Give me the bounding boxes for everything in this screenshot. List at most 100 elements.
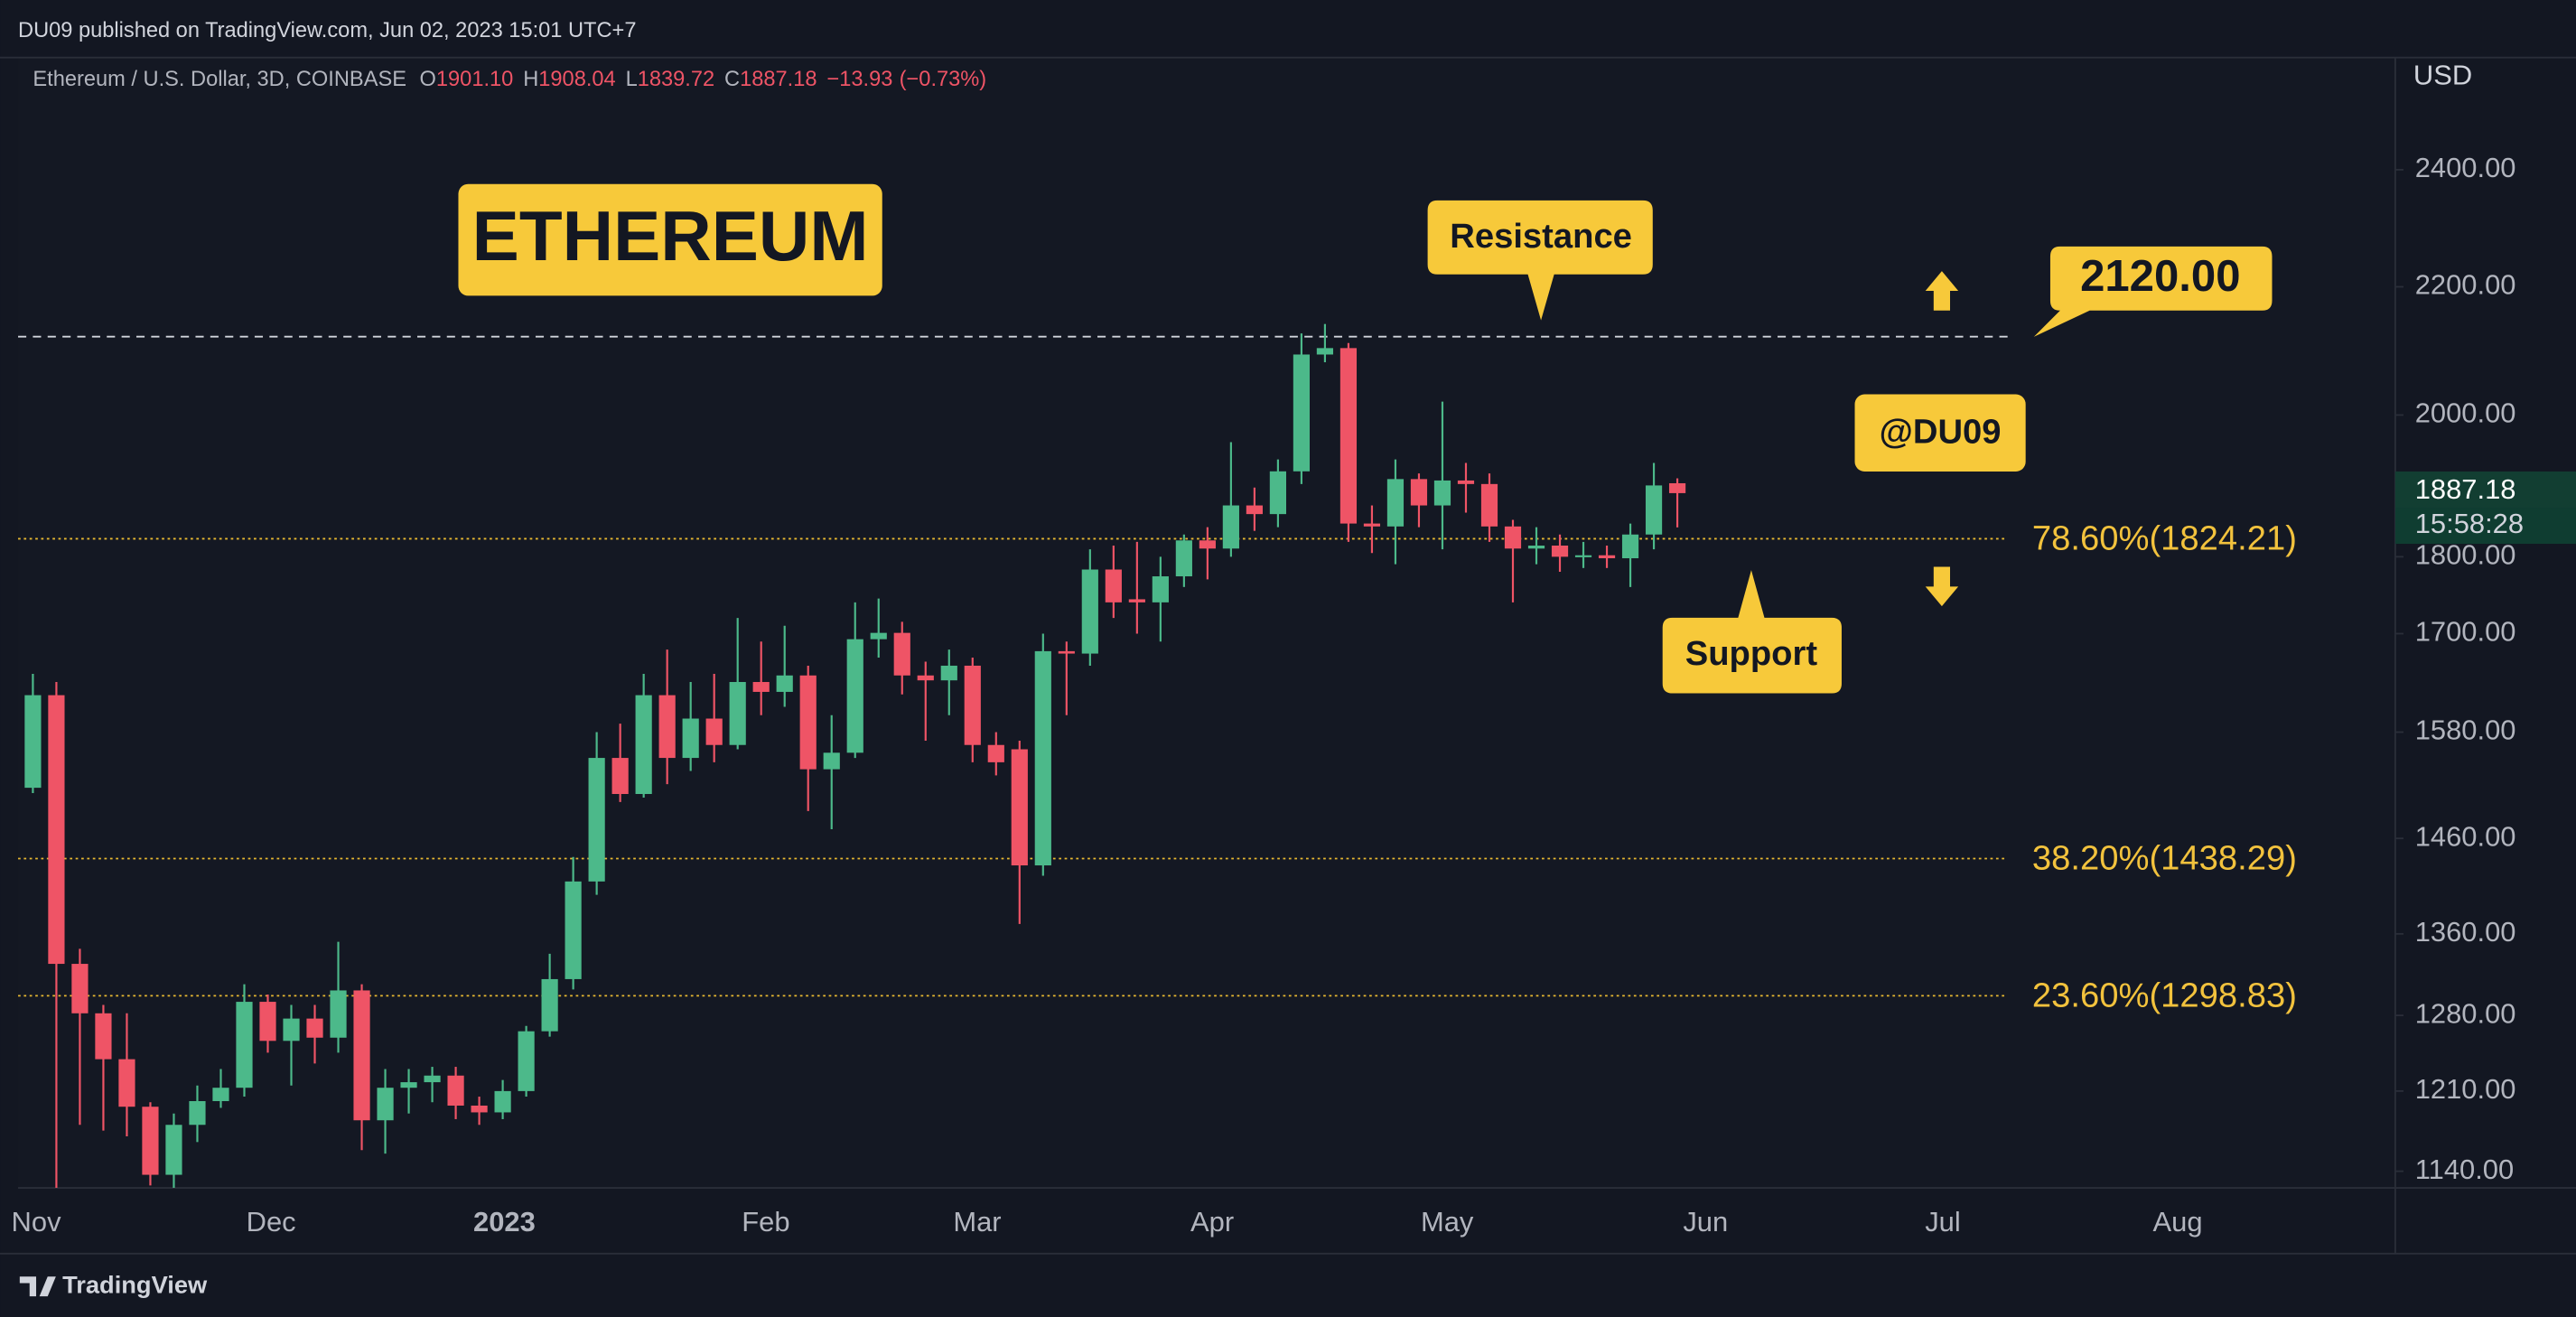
candle-body (118, 1059, 135, 1107)
ohlc-key: L (626, 68, 638, 91)
candle-body (565, 881, 582, 979)
plot-area (18, 57, 2395, 1189)
up-arrow (1925, 271, 1959, 311)
x-tick-label: Dec (247, 1206, 296, 1238)
support-callout (1662, 570, 1842, 694)
last-price-badge-top (2394, 472, 2576, 509)
title: ETHEREUM (472, 196, 869, 276)
candle-body (1339, 348, 1358, 524)
ohlc-key: O (420, 68, 436, 91)
candle-body (1574, 555, 1592, 557)
ohlc-value: 1901.10 (436, 68, 513, 91)
candle-body (165, 1125, 182, 1175)
candle-body (1598, 555, 1616, 559)
y-tick-label: 1700.00 (2415, 616, 2516, 648)
candle-body (330, 990, 347, 1038)
candle-body (1222, 505, 1239, 549)
x-tick-label: Aug (2153, 1206, 2203, 1238)
candle-body (95, 1013, 112, 1060)
candle-body (189, 1101, 206, 1126)
candle-body (1199, 540, 1216, 549)
candle-body (377, 1088, 394, 1121)
level-callout (2033, 246, 2273, 337)
candle-body (870, 632, 887, 640)
logo (19, 1276, 56, 1297)
title-box (458, 183, 882, 296)
candle-body (1410, 479, 1428, 506)
support-label: Support (1685, 634, 1818, 673)
candle-body (471, 1105, 488, 1113)
y-tick-label: 2000.00 (2415, 397, 2516, 429)
ohlc-value: 1908.04 (538, 68, 615, 91)
candle-body (1034, 650, 1051, 866)
candle-body (1246, 505, 1263, 515)
candle-body (1433, 480, 1451, 506)
x-tick-label: Feb (742, 1206, 789, 1238)
candle-body (752, 682, 770, 692)
candle-body (48, 695, 65, 965)
x-tick-label: Jul (1925, 1206, 1961, 1238)
resistance-value: 2120.00 (2080, 252, 2240, 301)
change: −13.93 (826, 68, 892, 91)
candle-body (1011, 749, 1028, 866)
candle-body (588, 758, 605, 882)
candle-body (705, 718, 723, 745)
y-tick-label: 1580.00 (2415, 715, 2516, 746)
candle-body (1480, 483, 1498, 527)
x-tick-label: Apr (1190, 1206, 1234, 1238)
symbol: Ethereum / U.S. Dollar, 3D, COINBASE (33, 68, 406, 91)
candle-body (729, 682, 746, 745)
candle-body (447, 1075, 464, 1106)
y-tick-label: 1140.00 (2415, 1154, 2514, 1185)
change-percent: (−0.73%) (900, 68, 987, 91)
candle-body (212, 1088, 229, 1102)
candle-body (823, 752, 840, 770)
ohlc-value: 1887.18 (740, 68, 817, 91)
candle-body (635, 695, 652, 794)
candle-body (611, 758, 629, 794)
candle-body (799, 675, 817, 770)
y-tick-label: 1280.00 (2415, 997, 2516, 1029)
candle-body (1105, 569, 1122, 602)
candle-body (71, 964, 89, 1013)
y-tick-label: 1460.00 (2415, 820, 2516, 852)
y-tick-label: 1360.00 (2415, 916, 2516, 948)
resistance-label: Resistance (1450, 217, 1632, 256)
candle-body (682, 718, 699, 759)
candle-body (1152, 576, 1169, 602)
candle-body (236, 1002, 253, 1088)
resistance-callout (1427, 200, 1653, 321)
candle-body (1293, 354, 1311, 472)
candle-body (1668, 482, 1686, 493)
candle-body (893, 632, 910, 676)
candle-body (24, 695, 42, 789)
fib-label: 23.60%(1298.83) (2032, 976, 2297, 1014)
countdown: 15:58:28 (2415, 508, 2524, 539)
candle-body (518, 1031, 535, 1091)
candle-body (917, 675, 934, 681)
y-tick-label: 1800.00 (2415, 539, 2516, 571)
candle-body (964, 665, 981, 745)
candle-body (424, 1075, 441, 1083)
candle-body (776, 675, 793, 692)
candle-body (142, 1107, 159, 1175)
candle-body (494, 1090, 511, 1113)
brand: TradingView (62, 1270, 208, 1298)
candle-body (658, 695, 676, 759)
candle-body (353, 990, 370, 1121)
fib-label: 38.20%(1438.29) (2032, 838, 2297, 877)
x-tick-label: Mar (953, 1206, 1001, 1238)
series (18, 323, 2008, 1189)
ohlc-value: 1839.72 (638, 68, 714, 91)
candle-body (987, 744, 1004, 762)
candle-body (1527, 546, 1545, 549)
candle-body (1645, 485, 1663, 535)
candle-body (259, 1002, 276, 1041)
y-tick-label: 2400.00 (2415, 152, 2516, 183)
author: @DU09 (1880, 412, 2002, 451)
x-tick-label: Jun (1683, 1206, 1728, 1238)
candle-body (1504, 526, 1522, 549)
candle-body (1316, 348, 1334, 355)
x-tick-label: 2023 (473, 1206, 536, 1238)
